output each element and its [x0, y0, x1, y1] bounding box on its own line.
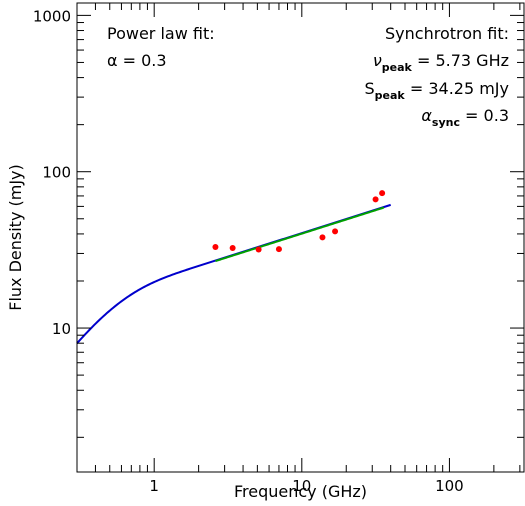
data-point	[372, 196, 379, 203]
x-tick-label: 10	[292, 477, 311, 495]
s-peak-subscript: peak	[375, 89, 406, 102]
y-tick-label: 10	[52, 320, 71, 338]
data-point	[229, 245, 236, 252]
s-peak-annotation: Speak = 34.25 mJy	[365, 79, 509, 102]
data-point	[379, 190, 386, 197]
nu-peak-subscript: peak	[382, 61, 413, 74]
data-point	[255, 246, 262, 253]
x-tick-label: 100	[435, 477, 464, 495]
power-law-alpha: α = 0.3	[107, 51, 167, 70]
data-point	[275, 246, 282, 253]
alpha-sync-subscript: sync	[432, 116, 460, 129]
fit-curves	[76, 203, 391, 345]
y-tick-label: 100	[42, 164, 71, 182]
power-law-fit-title: Power law fit:	[107, 24, 215, 43]
plot-frame	[76, 2, 525, 473]
x-axis-label: Frequency (GHz)	[234, 482, 367, 501]
y-tick-label: 1000	[33, 7, 71, 25]
data-point	[332, 228, 339, 235]
alpha-sync-annotation: αsync = 0.3	[421, 106, 509, 129]
data-point	[319, 234, 326, 241]
nu-peak-annotation: νpeak = 5.73 GHz	[373, 51, 509, 74]
s-peak-symbol: S	[365, 79, 375, 98]
data-point	[212, 243, 219, 250]
y-axis-label: Flux Density (mJy)	[6, 164, 25, 311]
axis-ticks	[76, 3, 524, 472]
data-points	[212, 190, 386, 253]
alpha-sync-symbol: α	[421, 106, 432, 125]
tick-labels: 1 10 100 10 100 1000	[33, 7, 464, 495]
nu-peak-symbol: ν	[373, 51, 382, 70]
nu-peak-value: = 5.73 GHz	[412, 51, 509, 70]
synchrotron-fit-title: Synchrotron fit:	[385, 24, 509, 43]
x-tick-label: 1	[149, 477, 159, 495]
alpha-sync-value: = 0.3	[460, 106, 509, 125]
power-law-fit-line	[215, 206, 385, 263]
s-peak-value: = 34.25 mJy	[405, 79, 509, 98]
